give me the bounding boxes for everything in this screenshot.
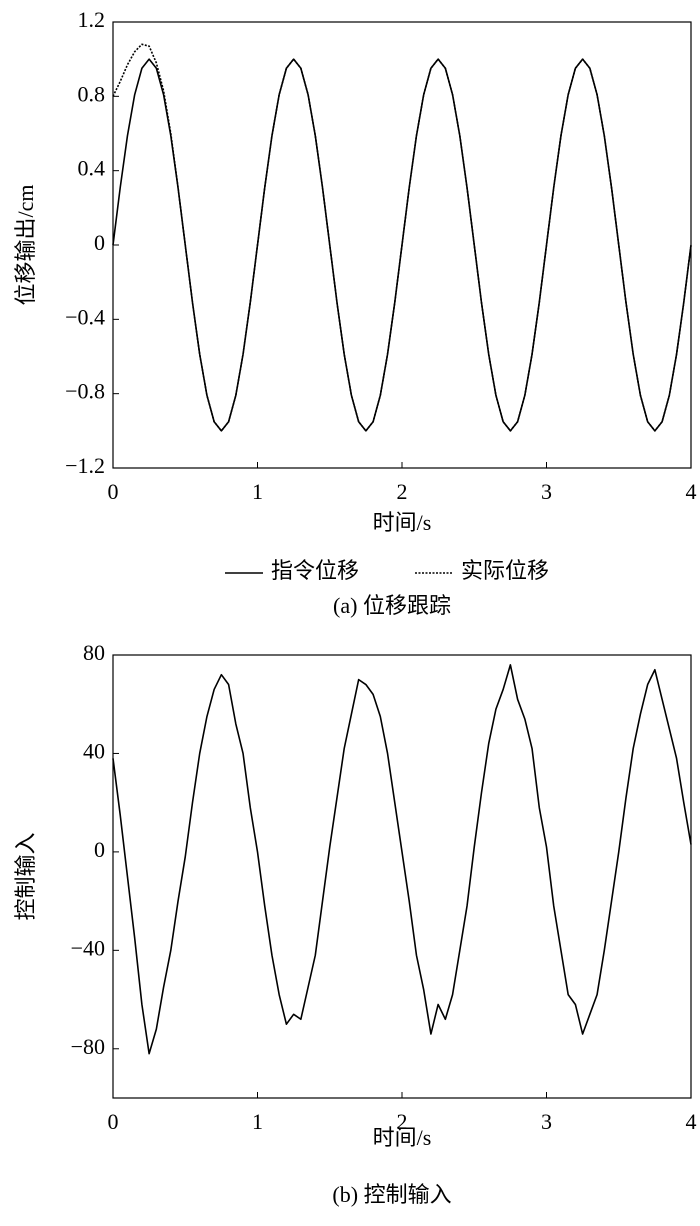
x-tick-label: 3 bbox=[541, 479, 552, 504]
y-tick-label: 1.2 bbox=[78, 7, 106, 32]
y-axis-label: 控制输入 bbox=[13, 832, 38, 920]
y-tick-label: −0.4 bbox=[65, 304, 105, 329]
y-axis-label: 位移输出/cm bbox=[13, 185, 38, 306]
y-tick-label: 0 bbox=[94, 230, 105, 255]
x-axis-label: 时间/s bbox=[373, 510, 432, 535]
y-tick-label: 80 bbox=[83, 640, 105, 665]
legend-label: 实际位移 bbox=[461, 558, 549, 583]
x-tick-label: 3 bbox=[541, 1109, 552, 1134]
x-tick-label: 4 bbox=[686, 479, 697, 504]
y-tick-label: 40 bbox=[83, 738, 105, 763]
x-tick-label: 1 bbox=[252, 479, 263, 504]
legend-label: 指令位移 bbox=[271, 558, 359, 583]
y-tick-label: −40 bbox=[71, 935, 105, 960]
x-axis-label: 时间/s bbox=[373, 1125, 432, 1150]
y-tick-label: −1.2 bbox=[65, 453, 105, 478]
data-line bbox=[112, 664, 692, 1055]
caption: (a) 位移跟踪 bbox=[333, 593, 451, 618]
x-tick-label: 1 bbox=[252, 1109, 263, 1134]
data-line bbox=[112, 43, 692, 432]
x-tick-label: 0 bbox=[108, 1109, 119, 1134]
y-tick-label: 0 bbox=[94, 837, 105, 862]
x-tick-label: 2 bbox=[397, 479, 408, 504]
y-tick-label: 0.8 bbox=[78, 81, 106, 106]
x-tick-label: 2 bbox=[397, 1109, 408, 1134]
y-tick-label: −0.8 bbox=[65, 379, 105, 404]
x-tick-label: 4 bbox=[686, 1109, 697, 1134]
plot-frame bbox=[112, 654, 692, 1099]
y-tick-label: −80 bbox=[71, 1034, 105, 1059]
y-tick-label: 0.4 bbox=[78, 156, 106, 181]
x-tick-label: 0 bbox=[108, 479, 119, 504]
caption: (b) 控制输入 bbox=[332, 1182, 451, 1207]
